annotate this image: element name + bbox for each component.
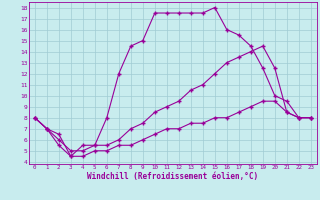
X-axis label: Windchill (Refroidissement éolien,°C): Windchill (Refroidissement éolien,°C) <box>87 172 258 181</box>
